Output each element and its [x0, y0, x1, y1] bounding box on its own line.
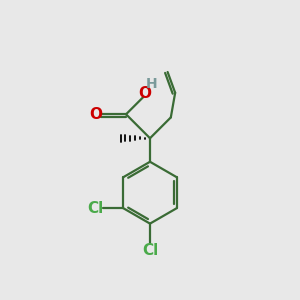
Text: O: O [139, 85, 152, 100]
Text: Cl: Cl [142, 243, 158, 258]
Text: O: O [89, 107, 102, 122]
Text: Cl: Cl [87, 201, 104, 216]
Text: H: H [146, 77, 158, 91]
